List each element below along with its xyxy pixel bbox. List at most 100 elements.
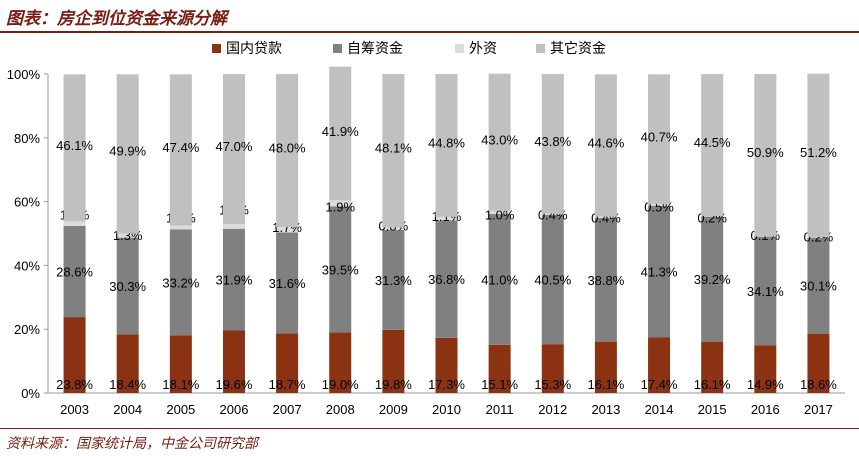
bar-segment-2013-2 xyxy=(594,216,617,218)
data-label-2014-0: 17.4% xyxy=(641,377,678,392)
y-tick-label: 20% xyxy=(14,322,40,337)
data-label-2011-2: 1.0% xyxy=(485,207,515,222)
legend-label-2: 外资 xyxy=(469,40,497,56)
bar-segment-2010-3 xyxy=(435,74,458,217)
y-tick-label: 40% xyxy=(14,258,40,273)
legend-swatch-3 xyxy=(536,44,545,53)
legend-swatch-2 xyxy=(455,44,464,53)
data-label-2007-3: 48.0% xyxy=(269,140,306,155)
x-tick-label: 2008 xyxy=(326,402,355,417)
bar-segment-2003-3 xyxy=(63,74,86,222)
data-label-2017-1: 30.1% xyxy=(800,279,837,294)
data-label-2005-1: 33.2% xyxy=(162,275,199,290)
bar-segment-2017-3 xyxy=(807,73,830,238)
data-label-2015-0: 16.1% xyxy=(694,377,731,392)
bar-segment-2003-0 xyxy=(63,317,86,393)
bar-segment-2007-1 xyxy=(276,232,299,334)
bar-segment-2006-1 xyxy=(222,228,245,331)
x-tick-label: 2009 xyxy=(379,402,408,417)
bar-segment-2014-1 xyxy=(648,205,671,338)
bar-segment-2010-1 xyxy=(435,220,458,338)
bar-segment-2017-2 xyxy=(807,237,830,238)
bar-segment-2007-3 xyxy=(276,74,299,228)
bar-segment-2017-0 xyxy=(807,333,830,393)
bar-segment-2007-0 xyxy=(276,333,299,393)
data-label-2009-1: 31.3% xyxy=(375,273,412,288)
data-label-2006-1: 31.9% xyxy=(216,273,253,288)
chart-title: 图表：房企到位资金来源分解 xyxy=(6,9,227,29)
legend-label-3: 其它资金 xyxy=(550,40,606,56)
data-label-2007-0: 18.7% xyxy=(269,377,306,392)
bar-segment-2015-0 xyxy=(701,341,724,393)
data-label-2017-0: 18.6% xyxy=(800,377,837,392)
bar-segment-2012-1 xyxy=(541,214,564,345)
bar-segment-2008-2 xyxy=(329,200,352,207)
bar-segment-2010-2 xyxy=(435,216,458,221)
bar-segment-2013-0 xyxy=(594,341,617,393)
data-label-2003-1: 28.6% xyxy=(56,264,93,279)
data-label-2008-3: 41.9% xyxy=(322,124,359,139)
x-tick-label: 2010 xyxy=(432,402,461,417)
bar-segment-2015-3 xyxy=(701,74,724,216)
x-tick-label: 2016 xyxy=(751,402,780,417)
data-label-2017-3: 51.2% xyxy=(800,145,837,160)
bar-segment-2016-3 xyxy=(754,74,777,237)
bar-segment-2011-1 xyxy=(488,214,511,345)
data-label-2008-1: 39.5% xyxy=(322,262,359,277)
data-label-2003-3: 46.1% xyxy=(56,138,93,153)
bar-segment-2003-1 xyxy=(63,225,86,318)
x-tick-label: 2015 xyxy=(698,402,727,417)
y-tick-label: 80% xyxy=(14,131,40,146)
data-label-2005-3: 47.4% xyxy=(162,140,199,155)
bar-segment-2009-3 xyxy=(382,74,405,228)
data-label-2010-1: 36.8% xyxy=(428,272,465,287)
data-label-2016-3: 50.9% xyxy=(747,145,784,160)
bar-segment-2015-2 xyxy=(701,215,724,217)
bar-segment-2005-1 xyxy=(169,229,192,336)
data-label-2008-0: 19.0% xyxy=(322,377,359,392)
x-tick-label: 2013 xyxy=(591,402,620,417)
source-note: 资料来源：国家统计局，中金公司研究部 xyxy=(6,436,258,452)
data-label-2013-1: 38.8% xyxy=(587,273,624,288)
data-label-2009-3: 48.1% xyxy=(375,141,412,156)
data-label-2005-0: 18.1% xyxy=(162,377,199,392)
data-label-2016-0: 14.9% xyxy=(747,377,784,392)
bar-segment-2017-1 xyxy=(807,237,830,334)
legend-swatch-1 xyxy=(333,44,342,53)
bar-segment-2006-0 xyxy=(222,330,245,393)
bar-segment-2009-0 xyxy=(382,329,405,393)
bar-segment-2004-1 xyxy=(116,237,139,335)
bar-segment-2010-0 xyxy=(435,337,458,393)
bar-segment-2008-1 xyxy=(329,206,352,333)
bar-segment-2012-2 xyxy=(541,213,564,215)
bar-segment-2011-3 xyxy=(488,73,511,211)
data-label-2011-0: 15.1% xyxy=(481,377,518,392)
data-label-2003-0: 23.8% xyxy=(56,377,93,392)
x-tick-label: 2005 xyxy=(166,402,195,417)
data-label-2011-3: 43.0% xyxy=(481,133,518,148)
bar-segment-2003-2 xyxy=(63,221,86,226)
data-label-2012-0: 15.3% xyxy=(534,377,571,392)
data-label-2013-3: 44.6% xyxy=(587,136,624,151)
x-tick-label: 2011 xyxy=(486,402,514,417)
bar-segment-2007-2 xyxy=(276,227,299,233)
data-label-2010-3: 44.8% xyxy=(428,136,465,151)
data-label-2010-0: 17.3% xyxy=(428,377,465,392)
bar-segment-2004-0 xyxy=(116,334,139,393)
data-label-2015-3: 44.5% xyxy=(694,135,731,150)
data-label-2012-3: 43.8% xyxy=(534,134,571,149)
data-label-2014-1: 41.3% xyxy=(641,265,678,280)
footer-divider xyxy=(0,428,859,429)
bar-segment-2013-1 xyxy=(594,217,617,342)
bar-segment-2013-3 xyxy=(594,74,617,217)
bar-segment-2016-0 xyxy=(754,345,777,393)
x-tick-label: 2014 xyxy=(645,402,674,417)
data-label-2011-1: 41.0% xyxy=(481,272,518,287)
x-tick-label: 2004 xyxy=(113,402,142,417)
data-label-2008-2: 1.9% xyxy=(325,199,355,214)
x-tick-label: 2003 xyxy=(60,402,89,417)
data-label-2004-1: 30.3% xyxy=(109,279,146,294)
bar-segment-2006-3 xyxy=(222,74,245,224)
bar-segment-2004-2 xyxy=(116,233,139,238)
x-tick-label: 2007 xyxy=(273,402,302,417)
